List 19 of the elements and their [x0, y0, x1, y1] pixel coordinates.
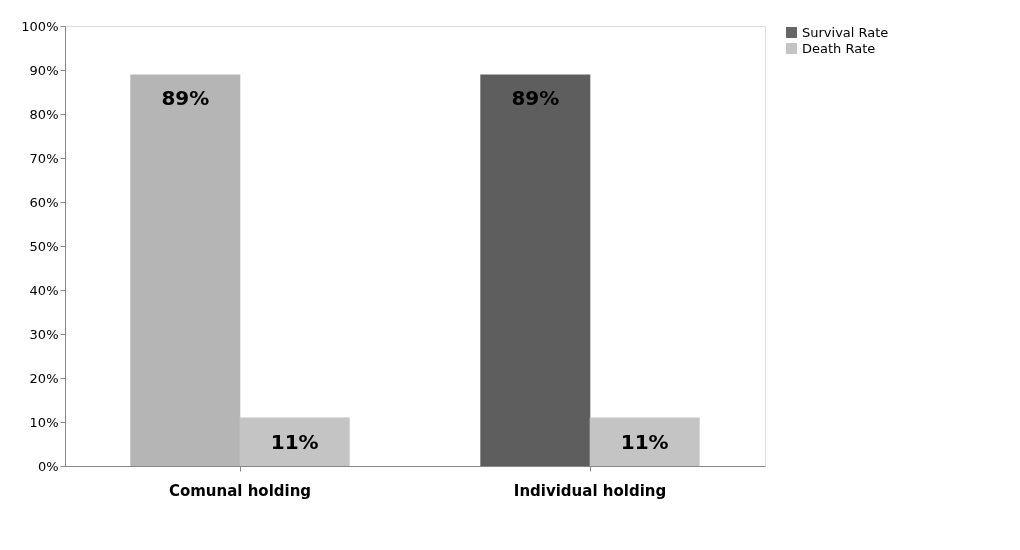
y-tick-label: 90%: [29, 62, 59, 78]
data-label: 89%: [161, 86, 210, 111]
y-tick-label: 0%: [37, 458, 59, 474]
data-label: 11%: [270, 429, 319, 454]
y-tick-label: 30%: [29, 326, 59, 342]
data-label: 11%: [620, 429, 669, 454]
y-tick-label: 100%: [21, 18, 59, 34]
x-tick-label: Individual holding: [513, 481, 667, 500]
y-tick-label: 50%: [29, 238, 59, 254]
y-tick-label: 10%: [29, 414, 59, 430]
y-tick-label: 70%: [29, 150, 59, 166]
legend-label: Survival Rate: [802, 24, 889, 40]
y-tick-label: 80%: [29, 106, 59, 122]
y-tick-label: 60%: [29, 194, 59, 210]
legend-label: Death Rate: [802, 40, 876, 56]
y-tick-label: 20%: [29, 370, 59, 386]
x-tick-label: Comunal holding: [168, 481, 312, 500]
y-tick-label: 40%: [29, 282, 59, 298]
data-label: 89%: [511, 86, 560, 111]
